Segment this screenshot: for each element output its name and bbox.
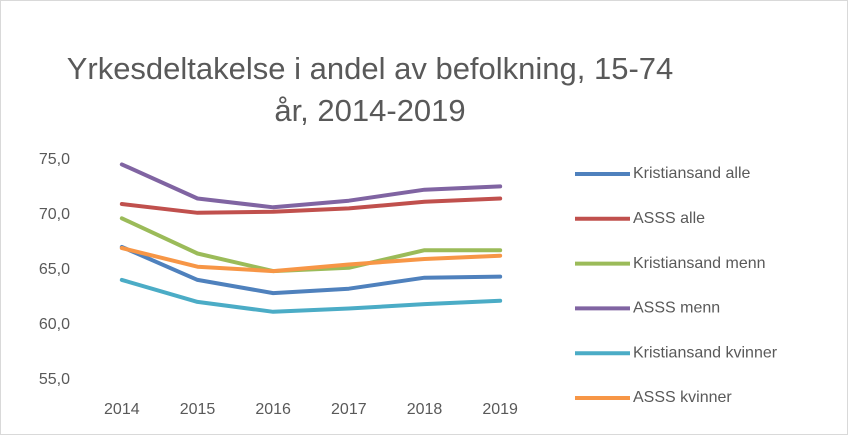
x-tick-label: 2016 [255, 401, 291, 418]
x-tick-label: 2018 [407, 401, 443, 418]
series-line [119, 162, 503, 210]
y-tick-label: 70,0 [39, 206, 70, 223]
legend-label: ASSS kvinner [633, 389, 732, 406]
x-tick-label: 2017 [331, 401, 367, 418]
legend-label: Kristiansand kvinner [633, 344, 778, 361]
series-line [119, 277, 503, 314]
series-line [119, 244, 503, 296]
legend-label: Kristiansand alle [633, 165, 751, 182]
legend-label: ASSS menn [633, 300, 720, 317]
legend-label: Kristiansand menn [633, 255, 766, 272]
x-tick-label: 2014 [104, 401, 140, 418]
legend-label: ASSS alle [633, 210, 705, 227]
x-tick-label: 2015 [180, 401, 216, 418]
y-tick-label: 65,0 [39, 261, 70, 278]
series-line [119, 196, 503, 215]
x-tick-label: 2019 [482, 401, 518, 418]
y-tick-label: 60,0 [39, 316, 70, 333]
y-tick-label: 55,0 [39, 371, 70, 388]
y-tick-label: 75,0 [39, 151, 70, 168]
series-line [119, 246, 503, 274]
chart-title: Yrkesdeltakelse i andel av befolkning, 1… [66, 51, 674, 128]
